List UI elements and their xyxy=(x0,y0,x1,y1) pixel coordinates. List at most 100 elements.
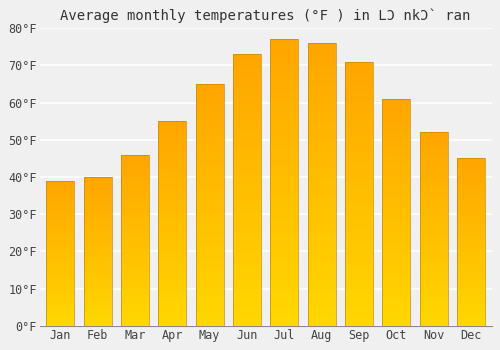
Bar xyxy=(345,123,373,128)
Bar xyxy=(345,242,373,247)
Bar xyxy=(121,312,149,315)
Bar xyxy=(121,172,149,175)
Bar xyxy=(308,100,336,104)
Bar xyxy=(84,194,112,197)
Bar xyxy=(233,195,261,199)
Bar xyxy=(84,271,112,274)
Bar xyxy=(270,73,298,78)
Bar xyxy=(270,307,298,312)
Bar xyxy=(457,242,485,245)
Bar xyxy=(345,167,373,172)
Bar xyxy=(345,181,373,185)
Bar xyxy=(196,294,224,298)
Bar xyxy=(233,131,261,136)
Bar xyxy=(308,316,336,321)
Bar xyxy=(382,216,410,220)
Bar xyxy=(345,295,373,300)
Bar xyxy=(233,222,261,226)
Bar xyxy=(196,193,224,197)
Bar xyxy=(84,294,112,296)
Bar xyxy=(420,300,448,303)
Bar xyxy=(420,248,448,252)
Bar xyxy=(308,119,336,123)
Bar xyxy=(84,219,112,222)
Bar xyxy=(121,323,149,326)
Bar xyxy=(308,104,336,109)
Bar xyxy=(457,214,485,217)
Bar xyxy=(382,315,410,318)
Bar xyxy=(121,226,149,229)
Bar xyxy=(308,241,336,246)
Bar xyxy=(382,224,410,228)
Bar xyxy=(121,206,149,209)
Bar xyxy=(308,137,336,142)
Bar xyxy=(233,108,261,113)
Bar xyxy=(84,284,112,286)
Bar xyxy=(382,133,410,137)
Bar xyxy=(84,202,112,204)
Bar xyxy=(420,148,448,152)
Bar xyxy=(457,320,485,323)
Bar xyxy=(270,68,298,73)
Bar xyxy=(420,197,448,200)
Bar xyxy=(420,226,448,229)
Bar xyxy=(196,209,224,213)
Bar xyxy=(121,252,149,254)
Bar xyxy=(121,303,149,306)
Bar xyxy=(121,212,149,215)
Bar xyxy=(158,285,186,288)
Bar xyxy=(308,85,336,90)
Bar xyxy=(345,278,373,282)
Bar xyxy=(345,233,373,238)
Bar xyxy=(46,219,74,222)
Bar xyxy=(46,232,74,234)
Bar xyxy=(382,250,410,254)
Bar xyxy=(457,209,485,211)
Bar xyxy=(233,321,261,326)
Bar xyxy=(233,113,261,118)
Bar xyxy=(345,62,373,66)
Bar xyxy=(457,206,485,209)
Bar xyxy=(308,156,336,161)
Bar xyxy=(84,214,112,217)
Bar xyxy=(46,181,74,326)
Bar xyxy=(420,290,448,294)
Bar xyxy=(233,262,261,267)
Bar xyxy=(46,294,74,297)
Bar xyxy=(345,247,373,251)
Bar xyxy=(382,182,410,186)
Bar xyxy=(420,271,448,274)
Bar xyxy=(457,279,485,281)
Bar xyxy=(420,287,448,290)
Bar xyxy=(420,261,448,265)
Bar xyxy=(382,280,410,284)
Bar xyxy=(46,256,74,258)
Bar xyxy=(420,171,448,174)
Bar xyxy=(270,297,298,302)
Bar xyxy=(233,267,261,272)
Bar xyxy=(158,230,186,234)
Bar xyxy=(196,100,224,104)
Bar xyxy=(270,159,298,163)
Bar xyxy=(46,186,74,188)
Bar xyxy=(233,303,261,308)
Bar xyxy=(382,190,410,194)
Bar xyxy=(420,213,448,216)
Bar xyxy=(158,152,186,155)
Bar xyxy=(457,281,485,284)
Bar xyxy=(196,156,224,161)
Bar xyxy=(46,302,74,304)
Bar xyxy=(121,283,149,286)
Bar xyxy=(457,231,485,234)
Bar xyxy=(420,284,448,287)
Bar xyxy=(84,207,112,209)
Bar xyxy=(46,299,74,302)
Bar xyxy=(196,128,224,132)
Bar xyxy=(382,148,410,152)
Bar xyxy=(158,155,186,159)
Bar xyxy=(457,315,485,317)
Bar xyxy=(158,148,186,152)
Bar xyxy=(84,281,112,284)
Bar xyxy=(345,154,373,159)
Bar xyxy=(121,254,149,257)
